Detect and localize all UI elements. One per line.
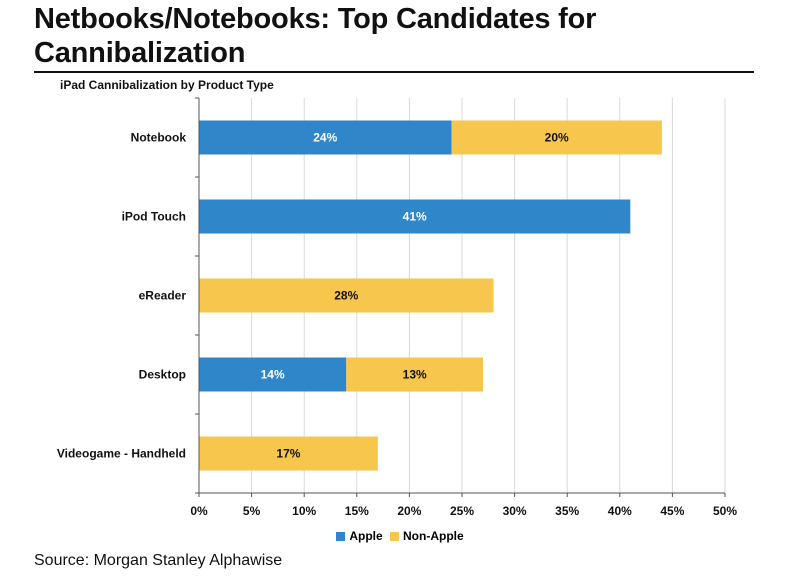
x-tick-label: 45% (660, 504, 684, 518)
bar-non-apple (346, 357, 484, 392)
bar-non-apple (199, 278, 494, 313)
chart-area: 24% 20% 41% 28% 14% 13% 17% 0% 5% 10% 15% 20% 25% 30… (57, 97, 737, 518)
bar-value-label: 41% (403, 210, 427, 224)
category-label: Desktop (139, 368, 186, 382)
x-tick-label: 15% (345, 504, 369, 518)
x-tick-label: 30% (503, 504, 527, 518)
x-tick-label: 5% (243, 504, 261, 518)
bar-value-label: 17% (276, 447, 300, 461)
bar-value-label: 14% (261, 368, 285, 382)
chart-subtitle: iPad Cannibalization by Product Type (60, 78, 274, 92)
legend-swatch-apple (336, 531, 346, 541)
x-tick-label: 50% (713, 504, 737, 518)
category-label: iPod Touch (122, 210, 186, 224)
page-title: Netbooks/Notebooks: Top Candidates for C… (34, 3, 597, 69)
legend-item-apple: Apple (336, 529, 383, 543)
bar-non-apple (199, 436, 378, 471)
legend-label-apple: Apple (349, 529, 383, 543)
legend-item-non-apple: Non-Apple (390, 529, 464, 543)
source-note: Source: Morgan Stanley Alphawise (34, 552, 283, 569)
x-tick-label: 20% (397, 504, 421, 518)
x-tick-label: 25% (450, 504, 474, 518)
bar-value-label: 24% (313, 131, 337, 145)
bar-non-apple (451, 120, 662, 155)
bar-apple (199, 357, 347, 392)
legend: Apple Non-Apple (0, 529, 800, 544)
axes: 0% 5% 10% 15% 20% 25% 30% 35% 40% 45% 50% Notebook i… (57, 97, 737, 518)
x-tick-label: 40% (608, 504, 632, 518)
bar-apple (199, 120, 452, 155)
bar-value-label: 20% (545, 131, 569, 145)
x-tick-label: 35% (555, 504, 579, 518)
category-label: Videogame - Handheld (57, 447, 186, 461)
category-label: eReader (139, 289, 187, 303)
bar-value-label: 28% (334, 289, 358, 303)
bar-value-label: 13% (403, 368, 427, 382)
x-tick-label: 0% (190, 504, 208, 518)
legend-label-non-apple: Non-Apple (403, 529, 464, 543)
category-label: Notebook (131, 131, 187, 145)
legend-swatch-non-apple (390, 531, 400, 541)
bar-apple (199, 199, 631, 234)
x-tick-label: 10% (292, 504, 316, 518)
title-divider (34, 71, 754, 73)
bars: 24% 20% 41% 28% 14% 13% 17% (199, 120, 662, 471)
